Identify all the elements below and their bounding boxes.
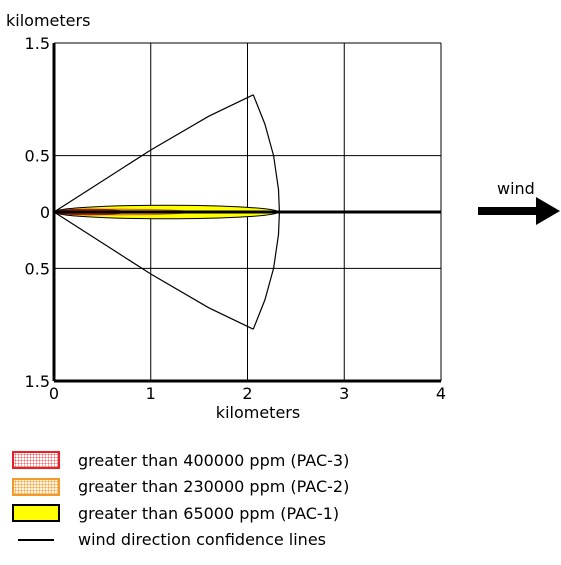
wind-arrow-icon [536,197,560,225]
y-tick-label: 0 [40,203,50,222]
y-tick-label: 1.5 [25,372,50,391]
legend-label: greater than 400000 ppm (PAC-3) [78,450,350,470]
pac1-swatch-icon [12,504,60,523]
x-tick-label: 4 [436,384,446,403]
y-tick-label: 1.5 [25,34,50,53]
pac2-swatch-icon [12,477,60,496]
y-tick-label: 0.5 [25,259,50,278]
confidence-line-upper [53,94,254,213]
tick-labels: 0 1 2 3 4 1.5 0.5 0 0.5 1.5 [25,34,447,403]
y-axis-title: kilometers [6,11,90,30]
legend-item-pac2: greater than 230000 ppm (PAC-2) [12,474,432,501]
legend-item-pac1: greater than 65000 ppm (PAC-1) [12,500,432,527]
y-tick-label: 0.5 [25,147,50,166]
confidence-arc [252,94,281,330]
x-tick-label: 3 [339,384,349,403]
threat-zone-plot: 0 1 2 3 4 1.5 0.5 0 0.5 1.5 kilometers kilometers… [6,11,560,422]
legend-item-confidence: wind direction confidence lines [12,527,432,554]
x-tick-label: 1 [146,384,156,403]
grid-lines [54,42,442,381]
legend-item-pac3: greater than 400000 ppm (PAC-3) [12,447,432,474]
confidence-lines [53,94,441,330]
confidence-line-lower [53,211,254,330]
wind-label: wind [497,179,535,198]
legend-label: wind direction confidence lines [78,530,326,550]
x-tick-label: 0 [49,384,59,403]
legend-label: greater than 230000 ppm (PAC-2) [78,477,350,497]
confidence-line-icon [18,538,54,541]
axes [52,43,441,383]
x-tick-label: 2 [242,384,252,403]
x-axis-title: kilometers [216,403,300,422]
pac3-swatch-icon [12,451,60,470]
wind-indicator: wind [478,179,560,225]
legend: greater than 400000 ppm (PAC-3) greater … [12,447,432,553]
legend-label: greater than 65000 ppm (PAC-1) [78,503,340,523]
